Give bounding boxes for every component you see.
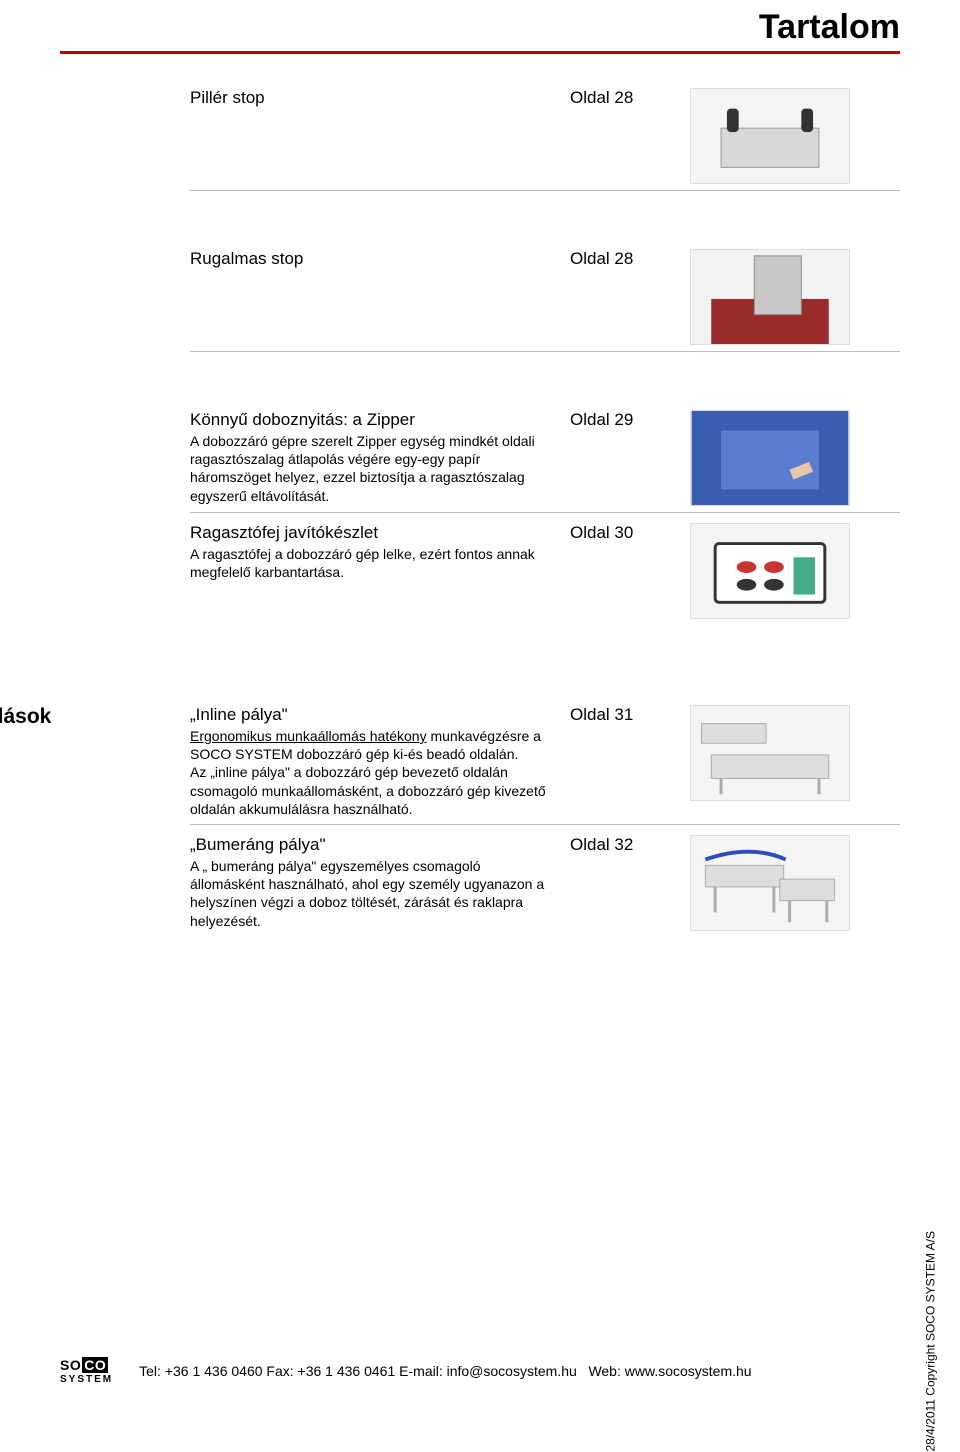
entry-page: Oldal 32 <box>570 835 690 855</box>
copyright-text: 28/4/2011 Copyright SOCO SYSTEM A/S <box>924 1231 938 1452</box>
footer-contact: Tel: +36 1 436 0460 Fax: +36 1 436 0461 … <box>139 1363 751 1379</box>
toc-entry: Pillér stop Oldal 28 <box>190 78 900 191</box>
logo-so: SO <box>60 1357 81 1373</box>
entry-page: Oldal 28 <box>570 249 690 269</box>
red-divider <box>60 51 900 54</box>
entry-thumb <box>690 88 850 184</box>
entry-desc: Ergonomikus munkaállomás hatékony munkav… <box>190 727 550 818</box>
entry-thumb <box>690 249 850 345</box>
entry-title: „Inline pálya" <box>190 705 550 725</box>
toc-entry: Ragasztófej javítókészlet A ragasztófej … <box>190 513 900 625</box>
toc-entry: „Inline pálya" Ergonomikus munkaállomás … <box>190 695 900 825</box>
logo-co: CO <box>82 1357 108 1373</box>
entry-title: Pillér stop <box>190 88 550 108</box>
content-area: Pillér stop Oldal 28 Rugalmas stop Oldal… <box>0 78 960 937</box>
entry-desc: A ragasztófej a dobozzáró gép lelke, ezé… <box>190 545 550 581</box>
entry-page: Oldal 31 <box>570 705 690 725</box>
entry-desc: A „ bumeráng pálya" egyszemélyes csomago… <box>190 857 550 930</box>
entry-page: Oldal 30 <box>570 523 690 543</box>
entry-thumb <box>690 523 850 619</box>
page-title: Tartalom <box>0 0 960 51</box>
toc-entry: „Bumeráng pálya" A „ bumeráng pálya" egy… <box>190 825 900 937</box>
entry-title: Ragasztófej javítókészlet <box>190 523 550 543</box>
entry-title: Könnyű doboznyitás: a Zipper <box>190 410 550 430</box>
entry-thumb <box>690 410 850 506</box>
entry-desc: A dobozzáró gépre szerelt Zipper egység … <box>190 432 550 505</box>
section-label: Megoldások <box>0 705 51 729</box>
entry-thumb <box>690 705 850 801</box>
entry-thumb <box>690 835 850 931</box>
footer: SOCO SYSTEM Tel: +36 1 436 0460 Fax: +36… <box>60 1357 900 1385</box>
entry-title: „Bumeráng pálya" <box>190 835 550 855</box>
entry-title: Rugalmas stop <box>190 249 550 269</box>
entry-page: Oldal 29 <box>570 410 690 430</box>
logo: SOCO SYSTEM <box>60 1357 113 1385</box>
logo-bottom: SYSTEM <box>60 1374 113 1385</box>
toc-entry: Rugalmas stop Oldal 28 <box>190 239 900 352</box>
toc-entry: Könnyű doboznyitás: a Zipper A dobozzáró… <box>190 400 900 513</box>
entry-page: Oldal 28 <box>570 88 690 108</box>
